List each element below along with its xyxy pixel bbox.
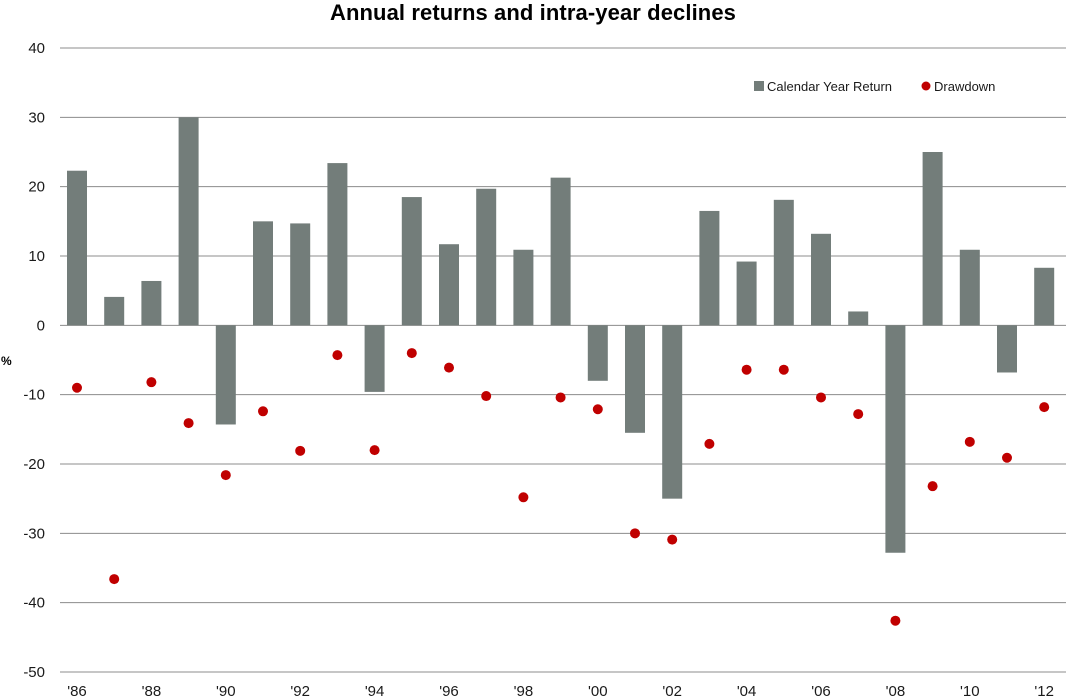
- y-tick-label: 20: [28, 179, 45, 196]
- bar: [290, 223, 311, 326]
- legend-swatch-drawdown: [921, 81, 931, 91]
- x-tick-label: '08: [886, 683, 906, 698]
- drawdown-point: [1002, 452, 1012, 463]
- x-tick-label: '90: [216, 683, 236, 698]
- drawdown-point: [369, 445, 380, 456]
- x-tick-label: '92: [290, 683, 310, 698]
- drawdown-point: [332, 350, 343, 361]
- drawdown-point: [816, 392, 826, 403]
- bar: [811, 233, 831, 326]
- bar: [959, 249, 980, 326]
- drawdown-point: [258, 406, 268, 417]
- x-tick-label: '04: [737, 683, 757, 698]
- x-tick-label: '98: [514, 683, 534, 698]
- legend-label-calendar-year-return: Calendar Year Return: [767, 79, 892, 94]
- bar: [699, 210, 720, 326]
- y-axis-ticks: 40 30 20 10 0 -10 -20 -30 -40 -50: [23, 40, 45, 681]
- drawdown-point: [555, 392, 566, 403]
- bar: [476, 188, 497, 326]
- y-axis-label: %: [1, 354, 12, 368]
- x-tick-label: '94: [365, 683, 385, 698]
- bar: [736, 261, 757, 326]
- drawdown-point: [444, 362, 454, 373]
- drawdown-point: [704, 438, 715, 449]
- x-tick-label: '00: [588, 683, 608, 698]
- bar: [215, 325, 236, 425]
- bar: [550, 177, 571, 326]
- bar: [885, 325, 906, 553]
- bar: [625, 325, 645, 433]
- drawdown-point: [741, 364, 752, 375]
- drawdown-point: [964, 436, 975, 447]
- bar-series: [67, 117, 1055, 553]
- y-tick-label: -40: [23, 595, 45, 612]
- bar: [401, 197, 422, 326]
- drawdown-point: [295, 445, 306, 456]
- drawdown-point: [630, 528, 640, 539]
- bar: [141, 280, 162, 326]
- x-tick-label: '10: [960, 683, 980, 698]
- x-tick-label: '06: [811, 683, 831, 698]
- bar: [513, 249, 534, 326]
- drawdown-point: [667, 534, 678, 545]
- y-tick-label: 30: [28, 109, 45, 126]
- drawdown-point: [1039, 402, 1050, 413]
- x-tick-label: '02: [662, 683, 682, 698]
- y-tick-label: -20: [23, 456, 45, 473]
- bar: [1034, 267, 1055, 326]
- drawdown-point: [72, 382, 82, 393]
- drawdown-point: [481, 391, 492, 402]
- legend-label-drawdown: Drawdown: [934, 79, 995, 94]
- bar: [104, 296, 125, 326]
- bar: [178, 117, 199, 326]
- drawdown-point: [220, 470, 231, 481]
- y-tick-label: 40: [28, 40, 45, 57]
- y-tick-label: -10: [23, 387, 45, 404]
- bar: [364, 325, 385, 392]
- bar: [253, 221, 273, 326]
- y-tick-label: -50: [23, 664, 45, 681]
- bar: [997, 325, 1017, 373]
- drawdown-point: [927, 481, 938, 492]
- drawdown-point: [109, 574, 120, 585]
- y-tick-label: 10: [28, 248, 45, 265]
- drawdown-point: [183, 418, 194, 429]
- legend-swatch-calendar-year-return: [754, 81, 764, 91]
- legend: Calendar Year Return Drawdown: [754, 79, 995, 94]
- gridlines: [60, 47, 1066, 673]
- bar: [922, 152, 943, 326]
- drawdown-series: [72, 348, 1050, 626]
- y-tick-label: 0: [37, 317, 45, 334]
- chart-title: Annual returns and intra-year declines: [329, 0, 737, 25]
- x-tick-label: '88: [142, 683, 162, 698]
- drawdown-point: [592, 404, 603, 415]
- x-tick-label: '86: [67, 683, 87, 698]
- drawdown-point: [890, 615, 901, 626]
- bar: [439, 244, 459, 326]
- bar: [587, 325, 608, 381]
- drawdown-point: [406, 348, 417, 359]
- drawdown-point: [146, 377, 157, 388]
- drawdown-point: [853, 409, 864, 420]
- bar: [327, 163, 348, 326]
- x-axis-ticks: '86 '88 '90 '92 '94 '96 '98 '00 '02 '04 '06 '08 '10 '…: [67, 683, 1054, 698]
- x-tick-label: '12: [1034, 683, 1054, 698]
- bar: [773, 199, 794, 326]
- x-tick-label: '96: [439, 683, 459, 698]
- bar: [662, 325, 683, 499]
- bar: [848, 311, 869, 326]
- drawdown-point: [778, 364, 789, 375]
- bar: [67, 170, 87, 326]
- drawdown-point: [518, 492, 529, 503]
- y-tick-label: -30: [23, 525, 45, 542]
